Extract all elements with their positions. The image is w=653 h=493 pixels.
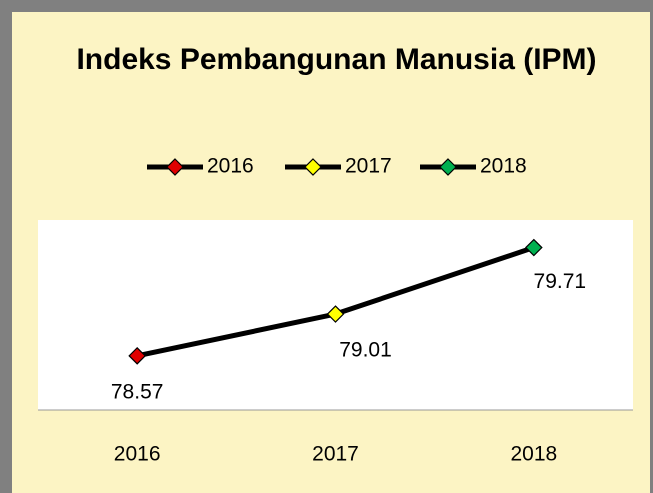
frame-left xyxy=(0,0,12,493)
x-tick-label: 2018 xyxy=(510,443,557,466)
data-point xyxy=(128,347,147,365)
chart-title: Indeks Pembangunan Manusia (IPM) xyxy=(76,43,597,76)
legend-marker xyxy=(166,158,184,176)
frame-top xyxy=(0,0,653,12)
legend-label: 2016 xyxy=(207,155,254,178)
legend-label: 2017 xyxy=(345,155,392,178)
legend-label: 2018 xyxy=(480,155,527,178)
data-point xyxy=(326,305,345,323)
data-label: 78.57 xyxy=(111,380,164,403)
data-point xyxy=(524,238,543,257)
legend-marker xyxy=(439,158,457,176)
data-label: 79.71 xyxy=(534,270,587,293)
x-tick-label: 2016 xyxy=(114,443,161,466)
data-label: 79.01 xyxy=(339,339,392,362)
legend-marker xyxy=(304,158,322,176)
frame-right xyxy=(650,0,653,493)
x-tick-label: 2017 xyxy=(312,443,359,466)
